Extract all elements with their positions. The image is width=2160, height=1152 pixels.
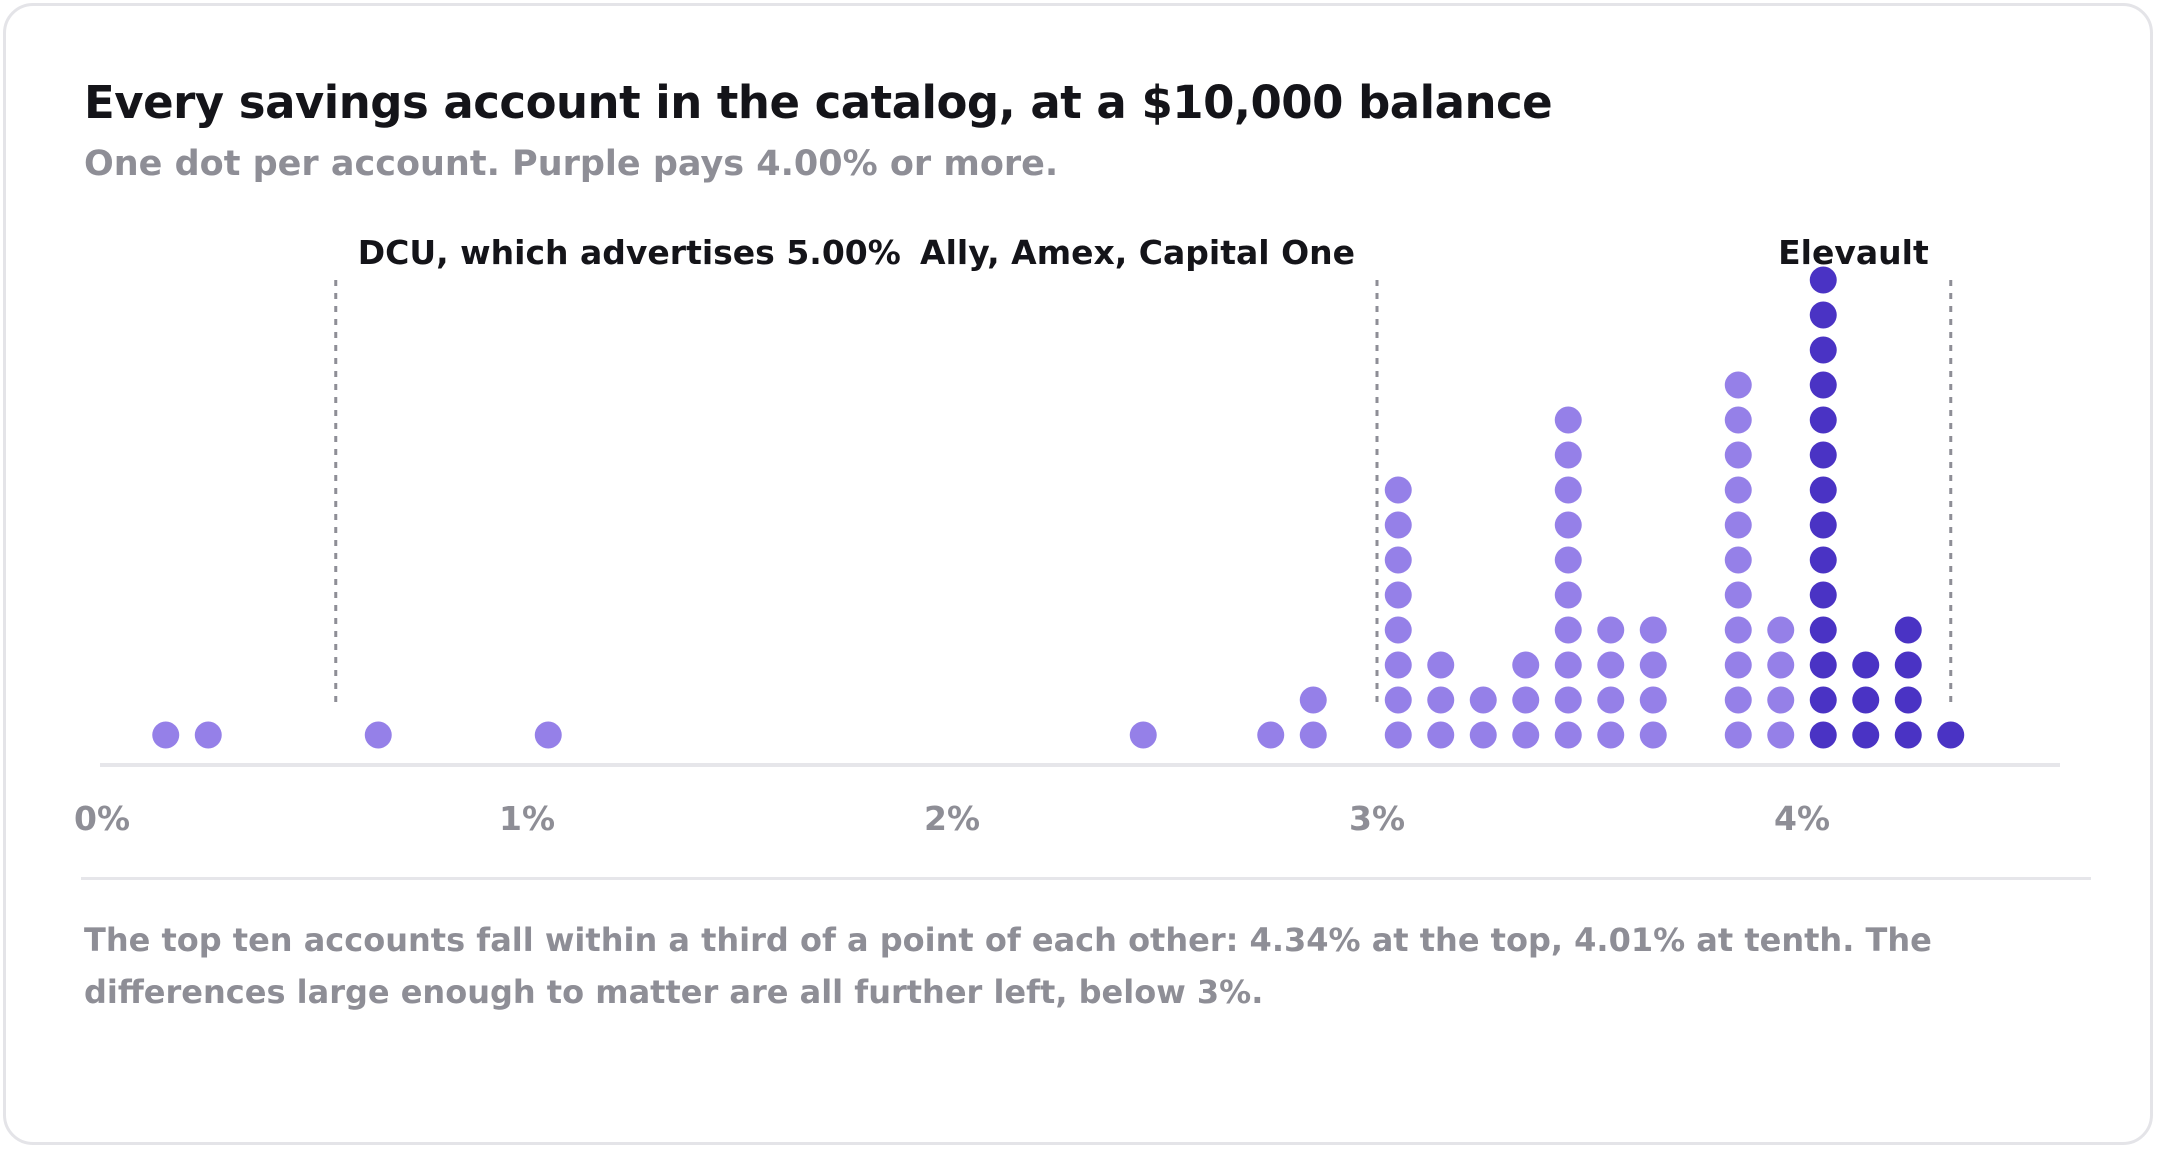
account-dot — [1809, 441, 1837, 469]
chart-title: Every savings account in the catalog, at… — [84, 76, 1553, 129]
account-dot — [1894, 616, 1922, 644]
account-dot — [1554, 406, 1582, 434]
annotation-label: DCU, which advertises 5.00% — [358, 233, 901, 272]
account-dot — [1767, 686, 1795, 714]
account-dot — [1554, 721, 1582, 749]
x-tick-label: 2% — [924, 799, 980, 838]
account-dot — [1809, 301, 1837, 329]
x-tick-label: 4% — [1774, 799, 1830, 838]
account-dot — [1852, 721, 1880, 749]
x-tick-label: 1% — [499, 799, 555, 838]
account-dot — [1809, 371, 1837, 399]
account-dot — [1554, 546, 1582, 574]
account-dot — [1639, 721, 1667, 749]
account-dot — [1384, 511, 1412, 539]
account-dot — [1724, 476, 1752, 504]
account-dot — [1554, 441, 1582, 469]
account-dot — [1894, 721, 1922, 749]
account-dot — [1384, 686, 1412, 714]
account-dot — [1384, 651, 1412, 679]
account-dot — [1597, 686, 1625, 714]
chart-card: Every savings account in the catalog, at… — [3, 3, 2153, 1145]
account-dot — [1724, 616, 1752, 644]
account-dot — [1427, 651, 1455, 679]
account-dot — [1469, 721, 1497, 749]
account-dot — [1809, 511, 1837, 539]
account-dot — [194, 721, 222, 749]
account-dot — [1894, 651, 1922, 679]
account-dot — [1724, 721, 1752, 749]
account-dot — [152, 721, 180, 749]
account-dot — [1724, 581, 1752, 609]
account-dot — [1767, 651, 1795, 679]
account-dot — [1427, 721, 1455, 749]
account-dot — [1512, 721, 1540, 749]
account-dot — [1767, 721, 1795, 749]
account-dot — [1809, 581, 1837, 609]
account-dot — [1809, 266, 1837, 294]
account-dot — [1384, 581, 1412, 609]
account-dot — [1639, 686, 1667, 714]
account-dot — [1809, 616, 1837, 644]
account-dot — [1129, 721, 1157, 749]
account-dot — [1937, 721, 1965, 749]
account-dot — [1809, 476, 1837, 504]
account-dot — [1384, 546, 1412, 574]
account-dot — [534, 721, 562, 749]
account-dot — [1767, 616, 1795, 644]
account-dot — [1512, 651, 1540, 679]
account-dot — [1809, 406, 1837, 434]
account-dot — [1809, 546, 1837, 574]
account-dot — [1384, 721, 1412, 749]
account-dot — [1554, 581, 1582, 609]
account-dot — [1384, 616, 1412, 644]
annotation-label: Ally, Amex, Capital One — [920, 233, 1355, 272]
account-dot — [1597, 651, 1625, 679]
account-dot — [1597, 721, 1625, 749]
account-dot — [1299, 686, 1327, 714]
account-dot — [1554, 511, 1582, 539]
account-dot — [1639, 616, 1667, 644]
account-dot — [1639, 651, 1667, 679]
account-dot — [1852, 651, 1880, 679]
account-dot — [1554, 476, 1582, 504]
account-dot — [1597, 616, 1625, 644]
account-dot — [1724, 546, 1752, 574]
divider — [81, 877, 2091, 880]
account-dot — [1554, 616, 1582, 644]
account-dot — [1724, 651, 1752, 679]
account-dot — [1894, 686, 1922, 714]
annotation-label: Elevault — [1778, 233, 1929, 272]
account-dot — [1427, 686, 1455, 714]
account-dot — [1724, 686, 1752, 714]
account-dot — [1809, 336, 1837, 364]
account-dot — [1257, 721, 1285, 749]
chart-subtitle: One dot per account. Purple pays 4.00% o… — [84, 144, 1059, 184]
account-dot — [1724, 511, 1752, 539]
account-dot — [1384, 476, 1412, 504]
account-dot — [1809, 721, 1837, 749]
account-dot — [1724, 406, 1752, 434]
account-dot — [1469, 686, 1497, 714]
account-dot — [1512, 686, 1540, 714]
account-dot — [1299, 721, 1327, 749]
x-tick-label: 0% — [74, 799, 130, 838]
account-dot — [1852, 686, 1880, 714]
account-dot — [1809, 651, 1837, 679]
account-dot — [1809, 686, 1837, 714]
account-dot — [1554, 686, 1582, 714]
x-tick-label: 3% — [1349, 799, 1405, 838]
account-dot — [1724, 371, 1752, 399]
account-dot — [1724, 441, 1752, 469]
account-dot — [364, 721, 392, 749]
chart-note: The top ten accounts fall within a third… — [84, 921, 1932, 1011]
account-dot — [1554, 651, 1582, 679]
